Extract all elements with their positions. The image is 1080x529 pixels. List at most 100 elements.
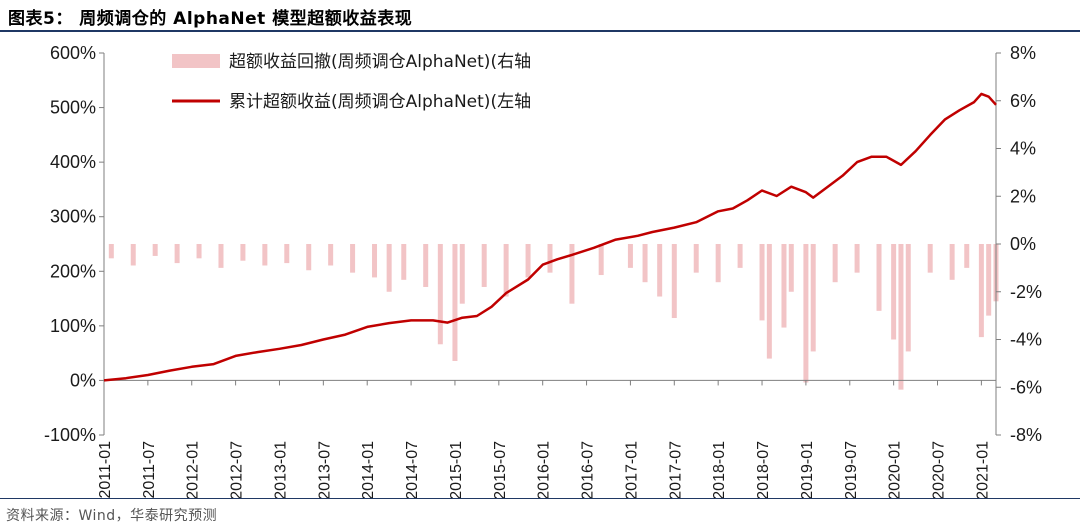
source-note: 资料来源：Wind，华泰研究预测: [6, 508, 218, 524]
drawdown-bar: [715, 244, 721, 283]
drawdown-bar: [810, 244, 816, 352]
drawdown-bars: [108, 244, 999, 390]
right-tick-label: 0%: [1010, 234, 1036, 254]
x-tick-label: 2017-07: [667, 441, 684, 500]
title-rule: [0, 30, 1080, 32]
right-tick-label: -4%: [1010, 330, 1042, 350]
right-tick-label: -6%: [1010, 377, 1042, 397]
x-tick-label: 2020-01: [887, 441, 904, 500]
cumulative-line-layer: [103, 92, 997, 382]
x-tick-label: 2018-07: [755, 441, 772, 500]
figure-title: 图表5： 周频调仓的 AlphaNet 模型超额收益表现: [8, 9, 413, 29]
drawdown-bar: [525, 244, 531, 278]
drawdown-bar: [781, 244, 787, 328]
right-tick-label: 8%: [1010, 43, 1036, 63]
drawdown-bar: [108, 244, 114, 259]
drawdown-bar: [423, 244, 429, 287]
x-tick-label: 2016-01: [536, 441, 553, 500]
drawdown-bar: [437, 244, 443, 345]
x-tick-label: 2021-01: [974, 441, 991, 500]
drawdown-bar: [569, 244, 575, 304]
cumulative-excess-line: [103, 92, 997, 382]
drawdown-bar: [642, 244, 648, 283]
right-tick-label: -8%: [1010, 425, 1042, 445]
drawdown-bar: [627, 244, 633, 268]
x-tick-label: 2014-01: [360, 441, 377, 500]
drawdown-bar: [481, 244, 487, 287]
x-tick-label: 2011-07: [141, 441, 158, 499]
legend-swatch-drawdown: [172, 54, 220, 68]
drawdown-bar: [803, 244, 809, 383]
drawdown-bar: [547, 244, 553, 273]
source-rule: [0, 498, 1080, 499]
x-tick-label: 2015-01: [448, 441, 465, 500]
drawdown-bar: [905, 244, 911, 352]
drawdown-bar: [401, 244, 407, 280]
drawdown-bar: [891, 244, 897, 340]
drawdown-bar: [152, 244, 158, 256]
right-tick-label: 2%: [1010, 186, 1036, 206]
drawdown-bar: [898, 244, 904, 390]
left-tick-label: 500%: [50, 98, 96, 118]
drawdown-bar: [174, 244, 180, 264]
drawdown-bar: [788, 244, 794, 292]
legend: 超额收益回撤(周频调仓AlphaNet)(右轴 累计超额收益(周频调仓Alpha…: [172, 52, 531, 112]
drawdown-bar: [876, 244, 882, 311]
drawdown-bar: [766, 244, 772, 359]
drawdown-bar: [964, 244, 970, 268]
drawdown-bar: [978, 244, 984, 338]
drawdown-bar: [350, 244, 356, 273]
legend-label-drawdown: 超额收益回撤(周频调仓AlphaNet)(右轴: [229, 52, 531, 72]
drawdown-bar: [986, 244, 992, 316]
x-tick-label: 2019-07: [843, 441, 860, 500]
x-tick-label: 2013-01: [272, 441, 289, 500]
drawdown-bar: [737, 244, 743, 268]
drawdown-bar: [328, 244, 334, 266]
x-tick-label: 2011-01: [97, 441, 114, 499]
drawdown-bar: [306, 244, 312, 271]
drawdown-bar: [284, 244, 290, 264]
x-tick-label: 2020-07: [931, 441, 948, 500]
drawdown-bar: [262, 244, 268, 266]
x-tick-label: 2012-01: [185, 441, 202, 500]
left-tick-label: -100%: [44, 425, 96, 445]
right-tick-label: -2%: [1010, 282, 1042, 302]
drawdown-bar: [832, 244, 838, 283]
x-tick-label: 2016-07: [580, 441, 597, 500]
drawdown-bar: [452, 244, 458, 361]
drawdown-bar: [693, 244, 699, 273]
left-tick-label: 300%: [50, 207, 96, 227]
x-tick-label: 2013-07: [316, 441, 333, 500]
drawdown-bar: [927, 244, 933, 273]
drawdown-bar: [130, 244, 136, 266]
left-tick-label: 400%: [50, 152, 96, 172]
x-tick-label: 2019-01: [799, 441, 816, 500]
drawdown-bar: [598, 244, 604, 276]
drawdown-bar: [372, 244, 378, 278]
drawdown-bar: [759, 244, 765, 321]
legend-label-cumulative: 累计超额收益(周频调仓AlphaNet)(左轴: [229, 92, 531, 112]
drawdown-bar: [386, 244, 392, 292]
left-tick-label: 0%: [70, 370, 96, 390]
left-tick-label: 600%: [50, 43, 96, 63]
right-tick-label: 4%: [1010, 139, 1036, 159]
x-tick-label: 2012-07: [229, 441, 246, 500]
x-tick-label: 2017-01: [623, 441, 640, 500]
x-tick-label: 2014-07: [404, 441, 421, 500]
drawdown-bar: [671, 244, 677, 319]
drawdown-bar: [657, 244, 663, 297]
left-tick-label: 100%: [50, 316, 96, 336]
drawdown-bar: [503, 244, 509, 297]
x-tick-label: 2018-01: [711, 441, 728, 500]
drawdown-bar: [240, 244, 246, 261]
drawdown-bar: [854, 244, 860, 273]
right-tick-label: 6%: [1010, 91, 1036, 111]
left-tick-label: 200%: [50, 261, 96, 281]
drawdown-bar: [459, 244, 465, 304]
drawdown-bar: [196, 244, 202, 259]
axes: -100% 0% 100% 200% 300% 400% 500% 600% -8% -6% -4%…: [44, 43, 1042, 500]
drawdown-bar: [218, 244, 224, 268]
drawdown-bar: [949, 244, 955, 280]
x-tick-label: 2015-07: [492, 441, 509, 500]
